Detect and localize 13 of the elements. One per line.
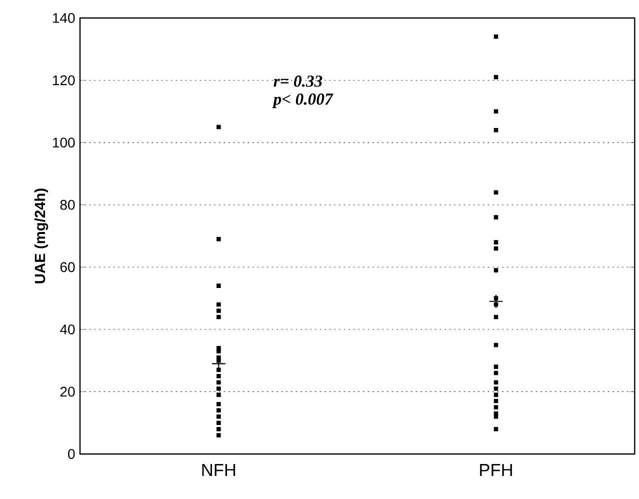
x-tick-label: PFH (480, 464, 512, 476)
y-tick-label: 0 (68, 449, 75, 459)
y-tick-label: 40 (60, 324, 75, 334)
annotation: p< 0.007 (272, 94, 334, 108)
y-axis-title: UAE (mg/24h) (34, 188, 48, 284)
annotation: r= 0.33 (274, 76, 322, 87)
y-tick-label: 100 (53, 138, 75, 148)
y-tick-label: 140 (53, 13, 75, 23)
y-tick-label: 20 (60, 386, 75, 397)
x-tick-label: NFH (202, 464, 236, 476)
y-tick-label: 120 (53, 75, 75, 86)
y-tick-label: 60 (60, 262, 75, 272)
y-tick-label: 80 (60, 200, 75, 210)
